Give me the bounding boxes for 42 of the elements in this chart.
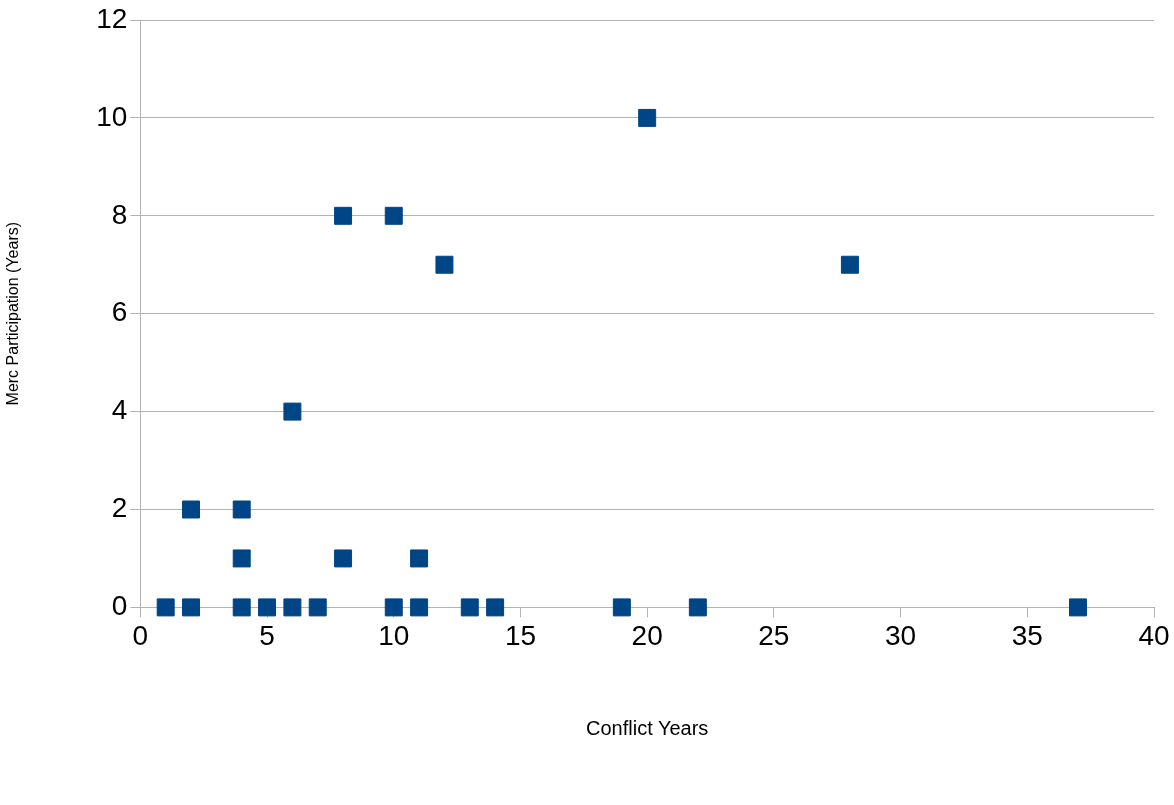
point — [384, 206, 403, 225]
x-tick-label: 40 — [1138, 619, 1170, 651]
x-tick-label: 30 — [885, 619, 917, 651]
y-tick-label: 12 — [96, 2, 128, 34]
point — [435, 255, 454, 274]
point — [1068, 598, 1087, 617]
point — [840, 255, 859, 274]
point — [410, 598, 429, 617]
x-tick-label: 20 — [631, 619, 663, 651]
x-tick-label: 15 — [504, 619, 537, 651]
point — [410, 549, 429, 568]
x-tick-label: 0 — [132, 619, 149, 651]
point — [612, 598, 631, 617]
point — [182, 500, 201, 519]
point — [182, 598, 201, 617]
point — [638, 108, 657, 127]
point — [156, 598, 175, 617]
x-tick-label: 25 — [758, 619, 790, 651]
point — [334, 206, 353, 225]
y-tick-label: 2 — [111, 492, 128, 524]
y-tick-label: 0 — [111, 590, 128, 622]
point — [232, 500, 251, 519]
y-tick-label: 6 — [111, 296, 128, 328]
point — [688, 598, 707, 617]
point — [460, 598, 479, 617]
point — [384, 598, 403, 617]
x-axis-title: Conflict Years — [586, 716, 709, 739]
point — [334, 549, 353, 568]
point — [232, 598, 251, 617]
point — [308, 598, 327, 617]
x-tick-label: 5 — [259, 619, 275, 651]
point — [486, 598, 505, 617]
x-tick-label: 10 — [378, 619, 410, 651]
y-tick-label: 4 — [111, 394, 128, 426]
point — [232, 549, 251, 568]
point — [258, 598, 277, 617]
x-tick-label: 35 — [1011, 619, 1043, 651]
y-tick-label: 8 — [111, 198, 128, 230]
point — [283, 402, 302, 421]
point — [283, 598, 302, 617]
y-tick-label: 10 — [96, 100, 128, 132]
y-axis-title: Merc Participation (Years) — [4, 221, 22, 406]
